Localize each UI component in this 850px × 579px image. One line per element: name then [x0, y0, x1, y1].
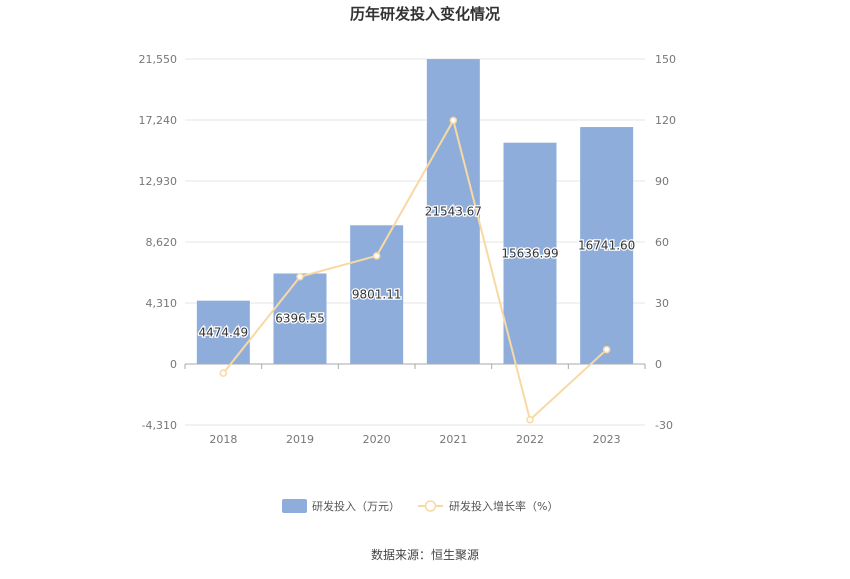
- bar: [503, 142, 557, 364]
- right-tick-label: 150: [655, 53, 676, 66]
- growth-point: [372, 252, 381, 260]
- legend-line-label: 研发投入增长率（%）: [449, 499, 558, 513]
- chart-title: 历年研发投入变化情况: [350, 5, 500, 23]
- right-tick-label: 0: [655, 358, 662, 371]
- bar: [273, 273, 327, 364]
- right-tick-label: -30: [655, 419, 673, 432]
- left-tick-label: 21,550: [139, 53, 178, 66]
- bar-value-label: 15636.99: [501, 246, 558, 260]
- x-axis: 2018 2019 2020 2021 2022 2023: [184, 363, 646, 446]
- left-y-axis: -4,310 0 4,310 8,620 12,930 17,240 21,550: [139, 53, 178, 432]
- growth-point: [526, 415, 534, 424]
- bar-value-label: 16741.60: [578, 239, 635, 253]
- left-tick-label: 4,310: [146, 297, 178, 310]
- left-tick-label: 8,620: [146, 236, 178, 249]
- bar-series: [196, 59, 634, 364]
- bar: [580, 127, 634, 364]
- legend-bar-label: 研发投入（万元）: [312, 499, 400, 513]
- line-series: [219, 116, 611, 424]
- right-tick-label: 120: [655, 114, 676, 127]
- bar-value-label: 4474.49: [199, 325, 249, 339]
- bar: [350, 225, 404, 364]
- legend-line-marker: [424, 500, 437, 512]
- source-note: 数据来源：恒生聚源: [371, 547, 479, 562]
- bar-value-label: 9801.11: [352, 288, 402, 302]
- growth-line: [222, 117, 608, 422]
- growth-point: [602, 345, 611, 354]
- bar-value-label: 6396.55: [275, 312, 325, 326]
- grid-lines: [185, 58, 645, 426]
- left-tick-label: 17,240: [139, 114, 178, 127]
- bar-value-labels: 4474.49 6396.55 9801.11 21543.67 15636.99 167…: [197, 203, 636, 340]
- x-tick-label: 2019: [286, 433, 314, 446]
- right-y-axis: -30 0 30 60 90 120 150: [655, 53, 676, 432]
- left-tick-label: 12,930: [139, 175, 178, 188]
- right-tick-label: 90: [655, 175, 669, 188]
- growth-point: [219, 369, 228, 377]
- x-tick-label: 2020: [363, 433, 391, 446]
- legend: 研发投入（万元） 研发投入增长率（%）: [282, 499, 558, 513]
- x-tick-label: 2021: [439, 433, 467, 446]
- left-tick-label: 0: [170, 358, 177, 371]
- right-tick-label: 60: [655, 236, 669, 249]
- right-tick-label: 30: [655, 297, 669, 310]
- bar-value-label: 21543.67: [425, 205, 482, 219]
- legend-item-bar[interactable]: 研发投入（万元）: [282, 499, 400, 513]
- x-tick-label: 2022: [516, 433, 544, 446]
- bar: [196, 300, 250, 364]
- legend-item-line[interactable]: 研发投入增长率（%）: [418, 499, 558, 513]
- x-tick-label: 2023: [593, 433, 621, 446]
- x-tick-label: 2018: [209, 433, 237, 446]
- growth-point: [449, 116, 458, 125]
- growth-point: [296, 273, 304, 281]
- bar: [426, 59, 480, 364]
- left-tick-label: -4,310: [142, 419, 177, 432]
- legend-bar-swatch: [282, 499, 307, 513]
